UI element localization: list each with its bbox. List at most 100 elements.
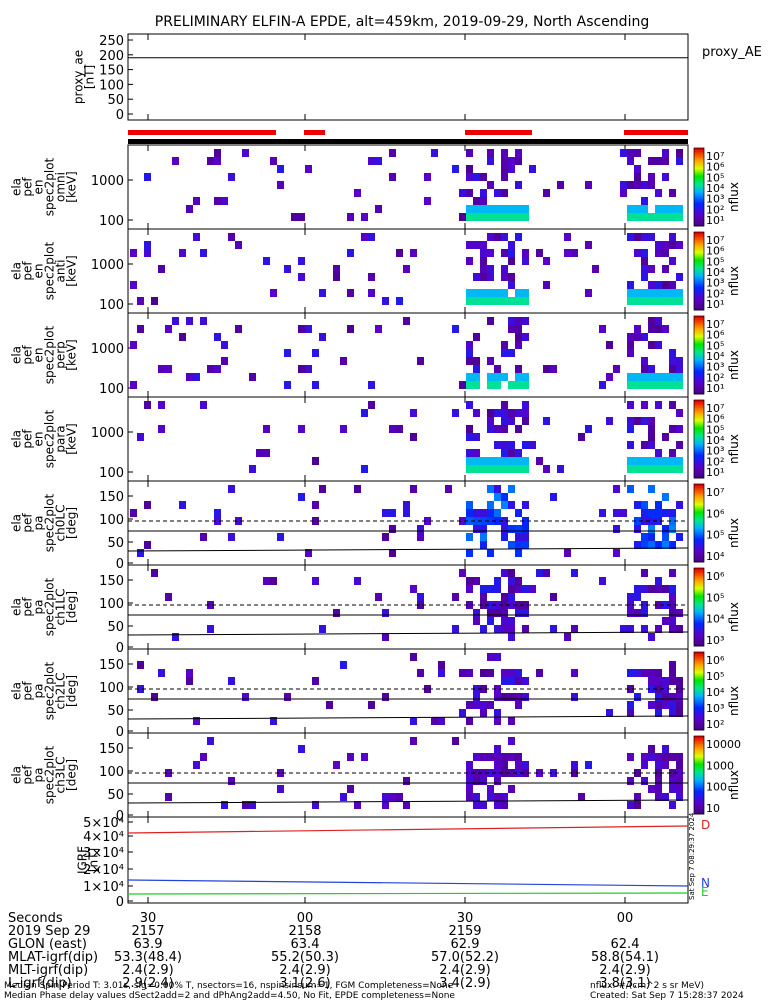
- colorbar-tick-label: 10⁶: [706, 654, 725, 667]
- colorbar-step: [694, 661, 704, 665]
- spectrogram-cell: [375, 205, 382, 213]
- spectrogram-cell: [508, 205, 515, 213]
- spectrogram-cell: [655, 381, 662, 389]
- y-tick-label: 1000: [91, 426, 124, 441]
- spectrogram-cell: [354, 485, 361, 493]
- red-coverage-bar-0: [128, 130, 276, 135]
- spectrogram-cell: [130, 509, 137, 517]
- spectrogram-cell: [550, 493, 557, 501]
- spectrogram-cell: [536, 457, 543, 465]
- y-tick-label: 3×10⁴: [83, 846, 124, 861]
- spectrogram-cell: [473, 197, 480, 205]
- colorbar-step: [694, 632, 704, 635]
- y-tick-label: 100: [99, 765, 124, 780]
- spectrogram-cell: [501, 157, 508, 165]
- spectrogram-cell: [627, 213, 634, 221]
- y-label-line: [keV]: [65, 171, 79, 202]
- spectrogram-cell: [487, 601, 494, 609]
- colorbar-step: [694, 333, 704, 336]
- panel-pa-ch1: elapefpaspec2plotch1LC[deg]15010050010⁶1…: [10, 564, 741, 656]
- colorbar-step: [694, 523, 704, 526]
- spectrogram-cell: [655, 241, 662, 249]
- spectrogram-cell: [228, 485, 235, 493]
- y-label-line: en: [32, 432, 46, 447]
- spectrogram-cell: [662, 493, 669, 501]
- y-tick-label: 0: [116, 895, 124, 910]
- spectrogram-cell: [522, 381, 529, 389]
- colorbar-step: [694, 788, 704, 792]
- spectrogram-cell: [312, 517, 319, 525]
- spectrogram-cell: [298, 257, 305, 265]
- spectrogram-cell: [487, 265, 494, 273]
- spectrogram-cell: [501, 569, 508, 577]
- spectrogram-cell: [466, 701, 473, 709]
- spectrogram-cell: [473, 465, 480, 473]
- colorbar-step: [694, 185, 704, 188]
- spectrogram-cell: [669, 617, 676, 625]
- colorbar-step: [694, 384, 704, 387]
- colorbar-step: [694, 325, 704, 329]
- spectrogram-cell: [536, 669, 543, 677]
- spectrogram-cell: [298, 325, 305, 333]
- spectrogram-cell: [179, 501, 186, 509]
- spectrogram-cell: [641, 465, 648, 473]
- spectrogram-cell: [410, 409, 417, 417]
- spectrogram-cell: [494, 517, 501, 525]
- spectrogram-cell: [501, 165, 508, 173]
- colorbar-step: [694, 298, 704, 301]
- panel-pa-ch0: elapefpaspec2plotch0LC[deg]15010050010⁷1…: [10, 480, 741, 572]
- spectrogram-cell: [676, 297, 683, 305]
- colorbar-step: [694, 323, 704, 327]
- spectrogram-cell: [550, 593, 557, 601]
- colorbar-tick-label: 10⁶: [706, 570, 725, 583]
- spectrogram-cell: [634, 517, 641, 525]
- colorbar-step: [694, 265, 704, 268]
- spectrogram-cell: [662, 509, 669, 517]
- colorbar-step: [694, 327, 704, 331]
- spectrogram-cell: [368, 701, 375, 709]
- spectrogram-cell: [676, 157, 683, 165]
- colorbar-step: [694, 769, 704, 772]
- colorbar-step: [694, 382, 704, 385]
- spectrogram-cell: [487, 653, 494, 661]
- spectrogram-cell: [564, 233, 571, 241]
- y-tick-label: 1000: [91, 258, 124, 273]
- spectrogram-cell: [403, 777, 410, 785]
- spectrogram-cell: [648, 181, 655, 189]
- y-label-line: pef: [21, 345, 35, 365]
- spectrogram-cell: [606, 373, 613, 381]
- colorbar-step: [694, 374, 704, 377]
- spectrogram-cell: [669, 777, 676, 785]
- spectrogram-cell: [564, 249, 571, 257]
- footer-row-value: 2.4(2.9): [122, 963, 174, 978]
- y-label-line: ela: [10, 766, 24, 784]
- spectrogram-cell: [515, 325, 522, 333]
- spectrogram-cell: [508, 281, 515, 289]
- y-label-line: spec2plot: [43, 157, 57, 216]
- spectrogram-cell: [480, 669, 487, 677]
- spectrogram-cell: [522, 317, 529, 325]
- spectrogram-cell: [515, 525, 522, 533]
- spectrogram-cell: [487, 357, 494, 365]
- spectrogram-cell: [270, 717, 277, 725]
- colorbar-step: [694, 437, 704, 440]
- spectrogram-cell: [137, 661, 144, 669]
- spectrogram-cell: [620, 189, 627, 197]
- colorbar-label-group: nflux: [727, 602, 741, 632]
- colorbar-step: [694, 581, 704, 585]
- spectrogram-cell: [627, 685, 634, 693]
- spectrogram-cell: [641, 533, 648, 541]
- spectrogram-cell: [578, 433, 585, 441]
- y-label-line: ch2LC: [54, 673, 68, 710]
- spectrogram-cell: [473, 753, 480, 761]
- y-label-line: ela: [10, 430, 24, 448]
- spectrogram-cell: [158, 401, 165, 409]
- y-label-line: [keV]: [65, 255, 79, 286]
- panel-pa-ch2: elapefpaspec2plotch2LC[deg]15010050010⁶1…: [10, 648, 741, 740]
- spectrogram-cell: [669, 349, 676, 357]
- spectrogram-cell: [508, 317, 515, 325]
- spectrogram-cell: [396, 297, 403, 305]
- spectrogram-cell: [501, 669, 508, 677]
- colorbar-step: [694, 513, 704, 516]
- y-label-line: [deg]: [65, 675, 79, 707]
